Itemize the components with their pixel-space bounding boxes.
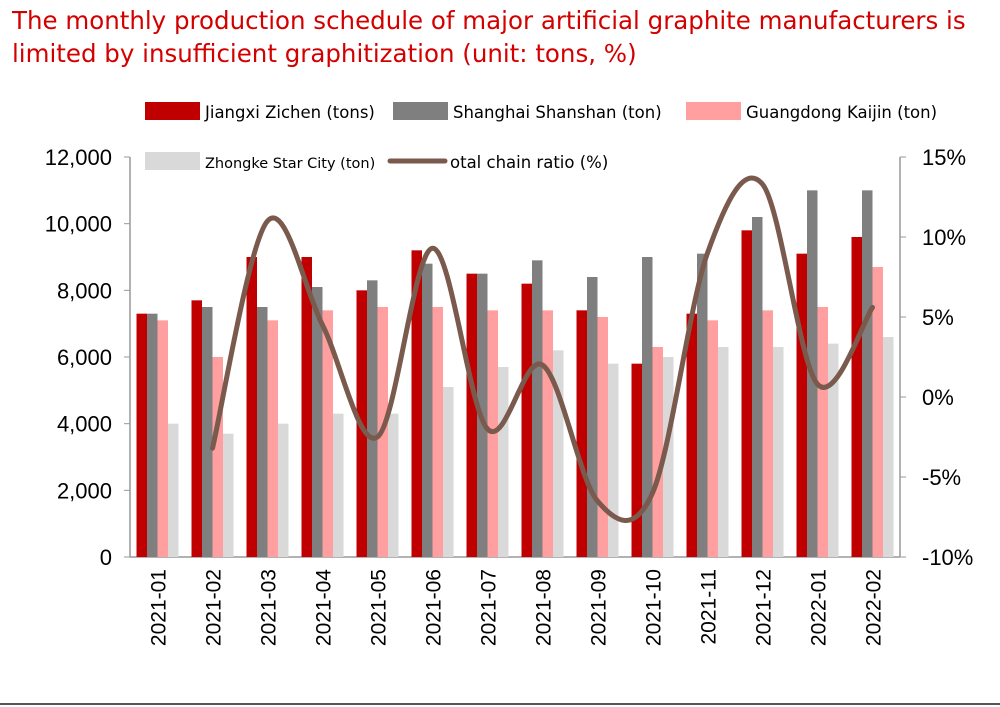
bar-zhongke	[718, 347, 729, 557]
bar-shanghai	[587, 277, 598, 557]
bar-guangdong	[872, 267, 883, 557]
bar-zhongke	[168, 423, 179, 557]
bar-shanghai	[202, 307, 213, 557]
x-tick-label: 2021-06	[423, 569, 446, 646]
bar-zhongke	[388, 413, 399, 557]
y-tick-label: 2,000	[57, 478, 112, 503]
bar-guangdong	[817, 307, 828, 557]
bar-shanghai	[257, 307, 268, 557]
bar-guangdong	[157, 320, 168, 557]
x-tick-label: 2022-01	[808, 569, 831, 646]
bar-jiangxi	[631, 363, 642, 557]
bar-guangdong	[267, 320, 278, 557]
bar-shanghai	[642, 257, 653, 557]
bar-zhongke	[828, 343, 839, 557]
x-tick-label: 2021-02	[203, 569, 226, 646]
bar-zhongke	[883, 337, 894, 557]
legend-label: Guangdong Kaijin (ton)	[746, 103, 937, 122]
legend-swatch	[145, 152, 200, 170]
bar-jiangxi	[246, 257, 257, 557]
bottom-divider	[0, 703, 1000, 705]
x-tick-label: 2021-10	[643, 569, 666, 646]
x-tick-label: 2021-04	[313, 569, 336, 646]
bar-guangdong	[212, 357, 223, 557]
bar-shanghai	[532, 260, 543, 557]
x-tick-label: 2021-12	[753, 569, 776, 646]
bar-jiangxi	[191, 300, 202, 557]
bar-shanghai	[312, 287, 323, 557]
bar-guangdong	[322, 310, 333, 557]
bar-guangdong	[542, 310, 553, 557]
y-tick-label: 12,000	[45, 145, 112, 170]
bar-jiangxi	[686, 313, 697, 557]
bar-jiangxi	[411, 250, 422, 558]
y2-tick-label: 0%	[922, 385, 954, 410]
bar-guangdong	[652, 347, 663, 557]
y-tick-label: 10,000	[45, 212, 112, 237]
y-tick-label: 0	[100, 545, 112, 570]
x-tick-label: 2022-02	[863, 569, 886, 646]
bar-shanghai	[752, 217, 763, 557]
y2-tick-label: -10%	[922, 545, 973, 570]
line-chain-ratio	[210, 175, 875, 523]
y2-tick-label: 5%	[922, 305, 954, 330]
y-tick-label: 6,000	[57, 345, 112, 370]
legend-swatch	[145, 102, 200, 120]
y2-tick-label: -5%	[922, 465, 961, 490]
bar-shanghai	[697, 253, 708, 557]
legend-label: otal chain ratio (%)	[450, 153, 608, 172]
bar-zhongke	[608, 363, 619, 557]
legend-label: Zhongke Star City (ton)	[205, 156, 375, 172]
y-tick-label: 8,000	[57, 278, 112, 303]
bar-zhongke	[443, 387, 454, 557]
bar-guangdong	[762, 310, 773, 557]
y2-tick-label: 10%	[922, 225, 966, 250]
x-tick-label: 2021-07	[478, 569, 501, 646]
bar-shanghai	[422, 263, 433, 557]
bar-jiangxi	[576, 310, 587, 557]
chart-title: The monthly production schedule of major…	[12, 6, 966, 68]
bar-jiangxi	[136, 313, 147, 557]
legend-swatch	[686, 102, 741, 120]
bar-jiangxi	[521, 283, 532, 557]
bar-zhongke	[663, 357, 674, 557]
x-tick-label: 2021-05	[368, 569, 391, 646]
bar-shanghai	[147, 313, 158, 557]
y-tick-label: 4,000	[57, 412, 112, 437]
bar-jiangxi	[301, 257, 312, 557]
bar-jiangxi	[466, 273, 477, 557]
bar-zhongke	[278, 423, 289, 557]
legend-swatch	[393, 102, 448, 120]
bar-zhongke	[333, 413, 344, 557]
bar-jiangxi	[741, 230, 752, 558]
legend-label: Jiangxi Zichen (tons)	[204, 103, 375, 122]
bar-shanghai	[367, 280, 378, 557]
bar-guangdong	[707, 320, 718, 557]
bar-zhongke	[223, 433, 234, 557]
y2-tick-label: 15%	[922, 145, 966, 170]
bar-jiangxi	[796, 253, 807, 557]
bar-shanghai	[862, 190, 873, 558]
x-tick-label: 2021-08	[533, 569, 556, 646]
bar-guangdong	[432, 307, 443, 557]
x-tick-label: 2021-03	[258, 569, 281, 646]
legend-label: Shanghai Shanshan (ton)	[453, 103, 662, 122]
bar-jiangxi	[851, 237, 862, 557]
x-tick-label: 2021-01	[148, 569, 171, 646]
bar-zhongke	[553, 350, 564, 557]
x-tick-label: 2021-09	[588, 569, 611, 646]
bar-guangdong	[597, 317, 608, 557]
bar-zhongke	[773, 347, 784, 557]
bar-zhongke	[498, 367, 509, 557]
x-tick-label: 2021-11	[698, 569, 721, 645]
